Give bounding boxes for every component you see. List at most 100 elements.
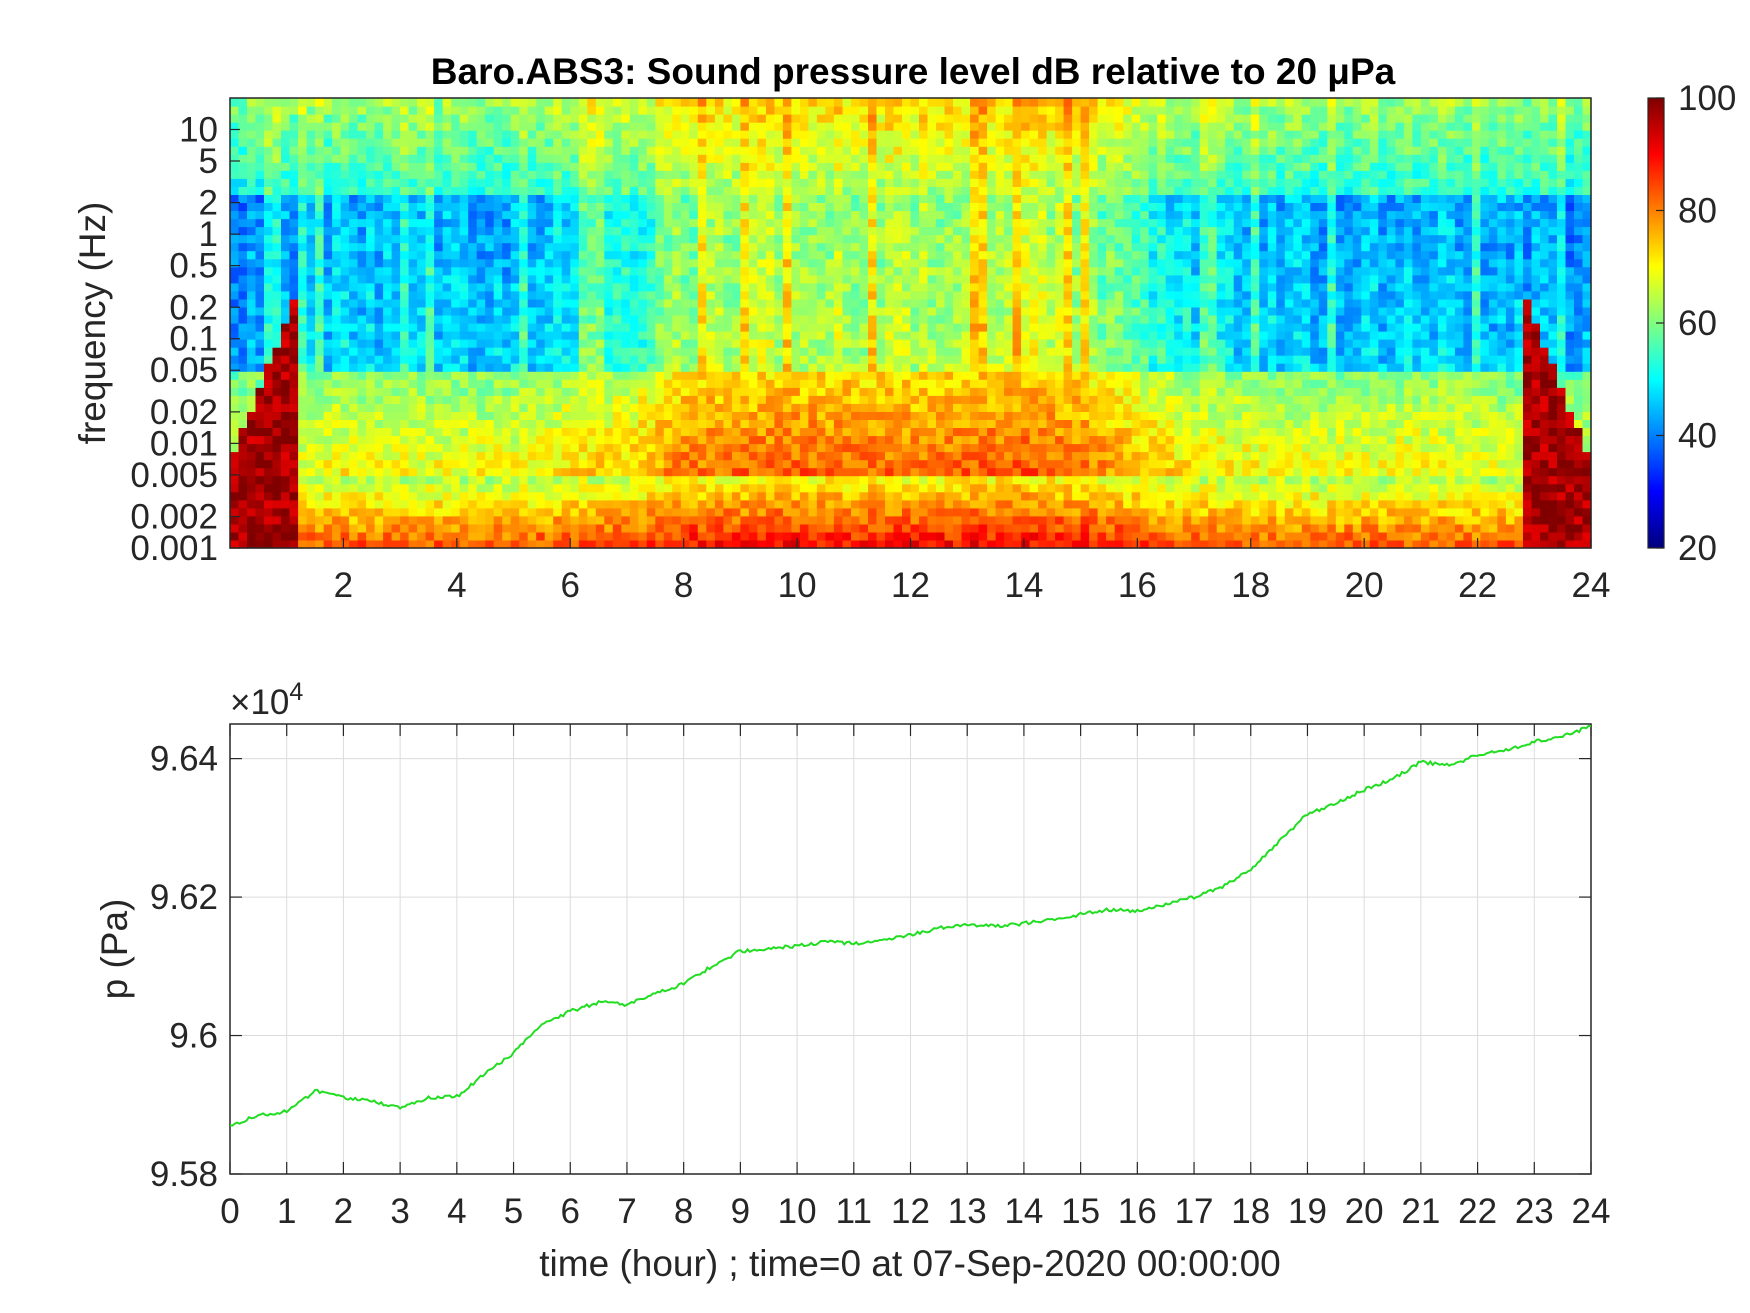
spectrogram-cell [757,499,767,509]
spectrogram-cell [646,499,656,509]
spectrogram-cell [272,323,282,332]
spectrogram-cell [561,226,571,236]
spectrogram-cell [612,459,622,469]
spectrogram-cell [893,507,903,517]
spectrogram-cell [595,290,605,300]
spectrogram-cell [902,178,912,187]
spectrogram-cell [349,194,359,203]
spectrogram-cell [366,395,376,404]
spectrogram-cell [366,162,376,171]
spectrogram-cell [612,282,622,292]
spectrogram-cell [502,138,512,147]
spectrogram-cell [655,298,665,308]
spectrogram-cell [357,491,367,501]
spectrogram-cell [978,491,988,501]
spectrogram-cell [885,218,895,228]
spectrogram-cell [621,435,631,445]
spectrogram-cell [459,475,469,485]
spectrogram-cell [629,531,639,541]
spectrogram-cell [944,427,954,437]
spectrogram-cell [808,339,818,348]
spectrogram-cell [570,186,580,195]
spectrogram-cell [612,114,622,123]
spectrogram-cell [281,387,291,396]
spectrogram-cell [902,194,912,203]
spectrogram-cell [885,282,895,292]
spectrogram-cell [264,98,274,107]
spectrogram-cell [493,242,503,252]
spectrogram-cell [306,186,316,195]
spectrogram-cell [298,298,308,308]
spectrogram-cell [349,395,359,404]
spectrogram-cell [536,523,546,533]
spectrogram-cell [961,162,971,171]
spectrogram-cell [442,250,452,260]
spectrogram-cell [578,523,588,533]
spectrogram-cell [391,266,401,276]
spectrogram-cell [476,339,486,348]
spectrogram-cell [638,130,648,139]
spectrogram-cell [595,154,605,163]
spectrogram-cell [885,298,895,308]
spectrogram-cell [595,306,605,316]
spectrogram-cell [851,371,861,380]
spectrogram-cell [238,114,248,123]
spectrogram-cell [765,146,775,155]
spectrogram-cell [485,290,495,300]
spectrogram-cell [808,403,818,412]
spectrogram-cell [723,154,733,163]
spectrogram-cell [936,483,946,493]
spectrogram-cell [340,371,350,380]
spectrogram-cell [434,290,444,300]
spectrogram-cell [697,250,707,260]
spectrogram-cell [536,178,546,187]
spectrogram-cell [323,363,333,372]
spectrogram-cell [451,371,461,380]
spectrogram-cell [451,427,461,437]
spectrogram-cell [485,507,495,517]
spectrogram-cell [706,250,716,260]
spectrogram-cell [833,106,843,115]
spectrogram-cell [816,274,826,284]
spectrogram-cell [808,98,818,107]
spectrogram-cell [527,315,537,324]
spectrogram-cell [536,363,546,372]
spectrogram-cell [953,162,963,171]
spectrogram-cell [332,178,342,187]
spectrogram-cell [723,459,733,469]
spectrogram-cell [885,234,895,244]
spectrogram-cell [247,347,257,356]
spectrogram-cell [868,130,878,139]
spectrogram-cell [765,98,775,107]
spectrogram-cell [315,427,325,437]
spectrogram-cell [893,515,903,525]
spectrogram-cell [868,515,878,525]
spectrogram-cell [970,467,980,477]
spectrogram-cell [961,355,971,364]
spectrogram-cell [595,459,605,469]
spectrogram-cell [519,355,529,364]
spectrogram-cell [706,451,716,461]
spectrogram-cell [672,242,682,252]
spectrogram-cell [306,274,316,284]
spectrogram-cell [731,523,741,533]
spectrogram-cell [502,298,512,308]
spectrogram-cell [510,387,520,396]
spectrogram-cell [476,411,486,420]
spectrogram-cell [689,186,699,195]
spectrogram-cell [680,419,690,428]
spectrogram-cell [851,363,861,372]
spectrogram-cell [468,98,478,107]
spectrogram-cell [510,146,520,155]
spectrogram-cell [281,540,291,549]
spectrogram-cell [816,411,826,420]
spectrogram-cell [604,443,614,453]
spectrogram-cell [953,234,963,244]
spectrogram-cell [383,355,393,364]
spectrogram-cell [944,274,954,284]
spectrogram-cell [825,531,835,541]
spectrogram-cell [936,122,946,131]
spectrogram-cell [731,419,741,428]
spectrogram-cell [476,379,486,388]
spectrogram-cell [425,258,435,268]
